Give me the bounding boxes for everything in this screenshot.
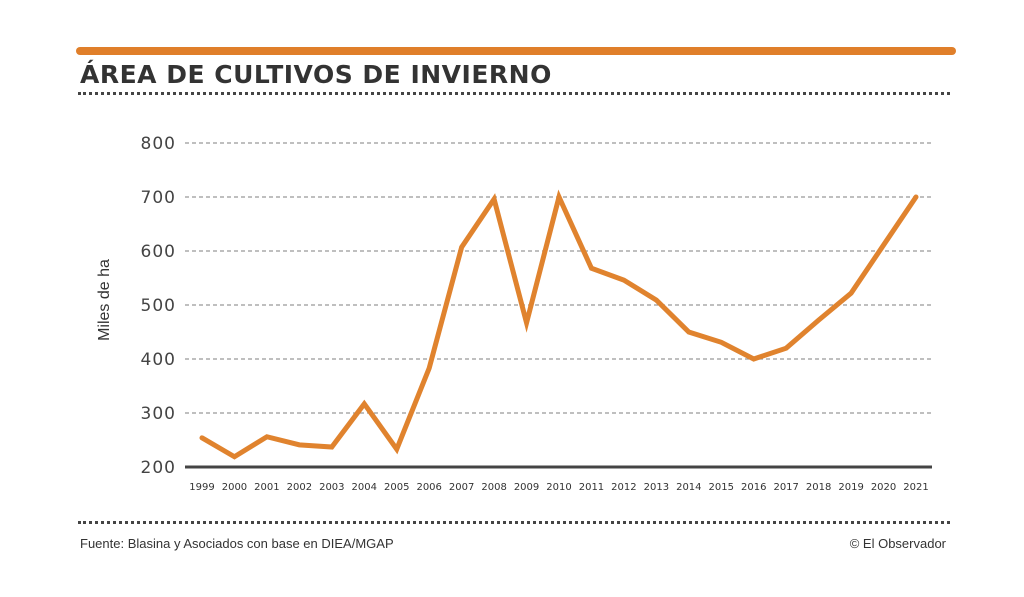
x-tick-label: 2019 (838, 482, 863, 493)
x-tick-label: 2013 (644, 482, 669, 493)
chart-title: ÁREA DE CULTIVOS DE INVIERNO (80, 60, 552, 89)
title-divider (78, 92, 950, 95)
x-tick-label: 2003 (319, 482, 344, 493)
x-tick-label: 2007 (449, 482, 474, 493)
series-line (199, 189, 919, 460)
y-tick-label: 800 (141, 134, 176, 154)
y-tick-label: 400 (141, 350, 176, 370)
x-tick-label: 2004 (352, 482, 377, 493)
y-axis-label: Miles de ha (96, 259, 113, 341)
credit: © El Observador (849, 536, 946, 551)
x-tick-label: 2021 (903, 482, 928, 493)
x-tick-label: 2006 (416, 482, 441, 493)
footer-divider (78, 521, 950, 524)
x-tick-label: 2015 (709, 482, 734, 493)
x-tick-label: 2002 (287, 482, 312, 493)
y-tick-label: 700 (141, 188, 176, 208)
x-tick-label: 2014 (676, 482, 701, 493)
x-tick-label: 2000 (222, 482, 247, 493)
x-tick-label: 2010 (546, 482, 571, 493)
y-tick-label: 600 (141, 242, 176, 262)
x-tick-label: 2005 (384, 482, 409, 493)
x-tick-label: 1999 (189, 482, 214, 493)
x-tick-label: 2008 (481, 482, 506, 493)
x-tick-label: 2011 (579, 482, 604, 493)
x-tick-label: 2016 (741, 482, 766, 493)
y-tick-label: 300 (141, 404, 176, 424)
y-tick-label: 200 (141, 458, 176, 478)
x-tick-label: 2012 (611, 482, 636, 493)
x-tick-label: 2009 (514, 482, 539, 493)
accent-bar (76, 47, 956, 55)
x-tick-label: 2001 (254, 482, 279, 493)
x-tick-label: 2018 (806, 482, 831, 493)
y-tick-label: 500 (141, 296, 176, 316)
source-note: Fuente: Blasina y Asociados con base en … (80, 536, 394, 551)
x-tick-label: 2017 (773, 482, 798, 493)
x-tick-label: 2020 (871, 482, 896, 493)
